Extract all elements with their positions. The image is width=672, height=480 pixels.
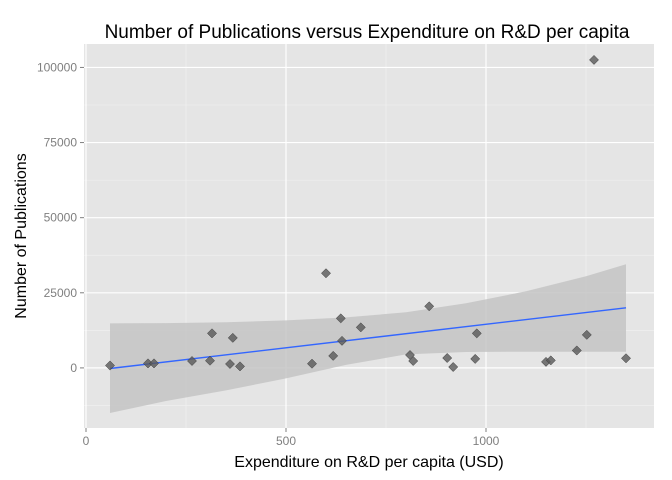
- x-tick-label: 1000: [473, 434, 500, 448]
- y-tick-label: 25000: [44, 286, 78, 300]
- data-point: [442, 353, 453, 363]
- data-point: [424, 301, 435, 312]
- data-point: [225, 359, 235, 369]
- x-tick-label: 0: [83, 434, 90, 448]
- data-point: [328, 350, 339, 361]
- data-point: [408, 356, 419, 366]
- data-point: [105, 360, 115, 371]
- data-point: [571, 345, 582, 356]
- data-point: [470, 353, 481, 364]
- trend-line-layer: [109, 307, 627, 370]
- y-axis-title: Number of Publications: [13, 153, 30, 318]
- data-point: [448, 362, 459, 372]
- data-point: [621, 353, 631, 364]
- data-point: [335, 313, 346, 324]
- data-point: [149, 358, 159, 369]
- data-point: [187, 356, 197, 366]
- y-tick-label: 50000: [44, 211, 78, 225]
- x-tick-label: 500: [276, 434, 296, 448]
- chart-title: Number of Publications versus Expenditur…: [105, 22, 630, 43]
- data-point: [205, 355, 215, 366]
- data-point: [337, 335, 347, 346]
- data-point: [207, 328, 217, 339]
- data-point: [227, 332, 238, 343]
- x-axis-title: Expenditure on R&D per capita (USD): [234, 454, 503, 471]
- y-axis-ticks: 0 25000 50000 75000 100000: [37, 60, 84, 375]
- data-points: [105, 54, 631, 372]
- x-axis-ticks: 0 500 1000: [83, 428, 500, 448]
- y-tick-label: 0: [70, 361, 77, 375]
- data-point: [307, 358, 317, 369]
- y-tick-label: 75000: [44, 136, 78, 150]
- y-tick-label: 100000: [37, 60, 77, 74]
- data-point: [581, 329, 592, 340]
- data-point: [355, 322, 366, 333]
- data-point: [589, 54, 599, 65]
- data-point: [321, 268, 331, 279]
- trend-line: [109, 307, 627, 370]
- data-point: [545, 355, 556, 366]
- data-point: [471, 328, 482, 339]
- data-point: [235, 361, 245, 372]
